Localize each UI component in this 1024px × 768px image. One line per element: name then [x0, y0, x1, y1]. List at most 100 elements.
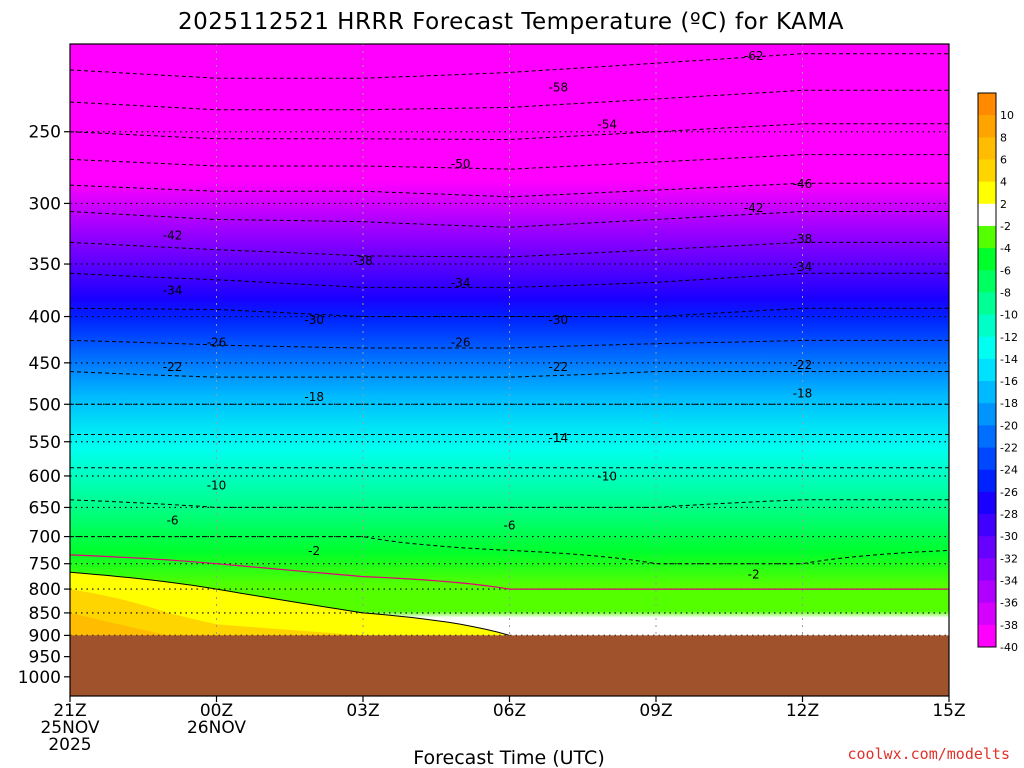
colorbar-label: -36 — [1000, 597, 1018, 610]
below-ground-area — [70, 635, 949, 696]
contour-label: -22 — [163, 360, 183, 374]
contour-label: -38 — [353, 254, 373, 268]
y-tick-label: 900 — [29, 626, 61, 646]
colorbar-swatch — [978, 624, 996, 648]
colorbar-label: -2 — [1000, 220, 1011, 233]
contour-label: -30 — [549, 313, 569, 327]
colorbar-swatch — [978, 115, 996, 138]
contour-label: -2 — [748, 568, 760, 582]
contour-label: -14 — [549, 431, 569, 445]
contour-label: -34 — [163, 284, 183, 298]
contour-label: -58 — [549, 80, 569, 94]
colorbar-label: -26 — [1000, 486, 1018, 499]
colorbar-swatch — [978, 491, 996, 515]
y-tick-label: 850 — [29, 604, 61, 624]
y-tick-label: 600 — [29, 467, 61, 487]
colorbar-label: 10 — [1000, 109, 1014, 122]
x-tick-label: 25NOV — [40, 718, 99, 738]
colorbar-swatch — [978, 536, 996, 559]
y-tick-label: 800 — [29, 580, 61, 600]
x-tick-label: 09Z — [639, 701, 672, 721]
credit-text: coolwx.com/modelts — [847, 745, 1010, 763]
colorbar-label: 6 — [1000, 153, 1007, 166]
colorbar-label: -38 — [1000, 619, 1018, 632]
contour-label: -6 — [167, 513, 179, 527]
colorbar-label: -22 — [1000, 442, 1018, 455]
colorbar-label: -34 — [1000, 575, 1018, 588]
colorbar-label: -14 — [1000, 353, 1018, 366]
colorbar-swatch — [978, 314, 996, 338]
x-tick-label: 12Z — [786, 701, 819, 721]
colorbar-label: -16 — [1000, 375, 1018, 388]
colorbar-swatch — [978, 447, 996, 471]
temperature-field — [70, 44, 949, 696]
contour-labels: -62 -58 -54 -50 -46 -42 -42 -38 -38 -34 -34 -34 -30 -… — [163, 49, 813, 582]
contour-label: -18 — [793, 387, 813, 401]
contour-label: -22 — [793, 358, 813, 372]
contour-label: -18 — [304, 390, 324, 404]
colorbar-swatch — [978, 403, 996, 426]
colorbar-swatch — [978, 225, 996, 249]
contour-label: -46 — [793, 177, 813, 191]
colorbar-swatch — [978, 159, 996, 183]
chart-title: 2025112521 HRRR Forecast Temperature (ºC… — [178, 9, 844, 35]
colorbar-label: 4 — [1000, 176, 1007, 189]
colorbar-swatch — [978, 358, 996, 382]
contour-label: -10 — [207, 479, 227, 493]
colorbar-swatch — [978, 93, 996, 116]
x-tick-label: 06Z — [493, 701, 526, 721]
y-tick-label: 700 — [29, 528, 61, 548]
colorbar-label: -4 — [1000, 242, 1011, 255]
contour-label: -26 — [451, 336, 471, 350]
colorbar: 10 8 6 4 2 -2 -4 -6 -8 -10 -12 -14 -16 -18 -20 -22 -24 -2… — [977, 92, 1018, 654]
contour-label: -34 — [793, 260, 813, 274]
isotherm-line — [70, 571, 510, 636]
x-tick-label: 2025 — [48, 735, 91, 755]
colorbar-swatch — [978, 469, 996, 493]
freezing-line — [70, 554, 949, 590]
colorbar-swatch — [978, 425, 996, 449]
band-layer — [70, 572, 510, 636]
colorbar-swatch — [978, 514, 996, 537]
colorbar-label: 8 — [1000, 131, 1007, 144]
y-tick-label: 300 — [29, 194, 61, 214]
colorbar-frame — [977, 92, 997, 648]
x-tick-label: 15Z — [932, 701, 965, 721]
colorbar-swatch — [978, 181, 996, 205]
colorbar-label: -10 — [1000, 309, 1018, 322]
colorbar-label: -8 — [1000, 286, 1011, 299]
colorbar-label: -20 — [1000, 419, 1018, 432]
contour-label: -26 — [207, 336, 227, 350]
colorbar-swatch — [978, 203, 996, 227]
colorbar-label: -12 — [1000, 331, 1018, 344]
y-tick-label: 250 — [29, 123, 61, 143]
contour-label: -10 — [597, 469, 617, 483]
colorbar-swatch — [978, 248, 996, 271]
contour-label: -42 — [163, 228, 183, 242]
colorbar-swatch — [978, 336, 996, 360]
colorbar-swatch — [978, 558, 996, 582]
colorbar-label: -6 — [1000, 264, 1011, 277]
colorbar-swatch — [978, 602, 996, 626]
contour-layer — [70, 53, 949, 636]
contour-label: -6 — [504, 519, 516, 533]
colorbar-label: 2 — [1000, 198, 1007, 211]
y-tick-label: 400 — [29, 308, 61, 328]
contour-label: -38 — [793, 232, 813, 246]
warm-band — [70, 612, 168, 636]
contour-label: -30 — [304, 313, 324, 327]
colorbar-label: -24 — [1000, 464, 1018, 477]
y-tick-label: 350 — [29, 255, 61, 275]
colorbar-label: -32 — [1000, 552, 1018, 565]
y-tick-label: 1000 — [18, 668, 61, 688]
colorbar-swatch — [978, 292, 996, 316]
colorbar-swatch — [978, 137, 996, 160]
colorbar-label: -30 — [1000, 530, 1018, 543]
x-tick-label: 03Z — [346, 701, 379, 721]
x-tick-label: 00Z — [200, 701, 233, 721]
colorbar-label: -28 — [1000, 508, 1018, 521]
colorbar-swatch — [978, 381, 996, 404]
contour-label: -62 — [744, 49, 764, 63]
